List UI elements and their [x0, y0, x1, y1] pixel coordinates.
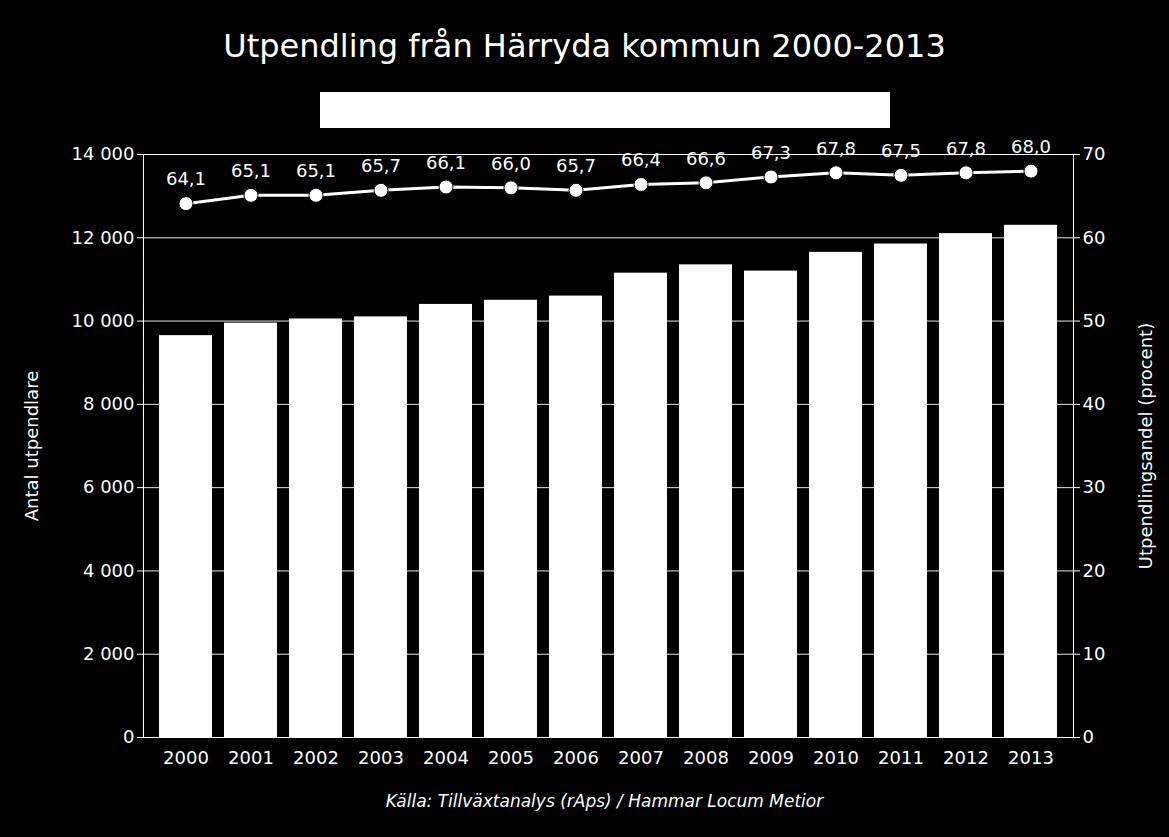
svg-text:2005: 2005 [488, 747, 534, 768]
svg-text:2 000: 2 000 [83, 643, 135, 664]
svg-text:66,0: 66,0 [491, 153, 531, 174]
svg-text:2006: 2006 [553, 747, 599, 768]
svg-text:65,7: 65,7 [361, 155, 401, 176]
svg-text:67,8: 67,8 [816, 138, 856, 159]
svg-text:2002: 2002 [293, 747, 339, 768]
svg-text:0: 0 [1083, 726, 1094, 747]
svg-text:12 000: 12 000 [72, 227, 135, 248]
svg-text:2009: 2009 [748, 747, 794, 768]
svg-text:20: 20 [1083, 560, 1106, 581]
svg-text:2007: 2007 [618, 747, 664, 768]
svg-text:2000: 2000 [163, 747, 209, 768]
svg-text:0: 0 [123, 726, 134, 747]
svg-text:40: 40 [1083, 393, 1106, 414]
svg-text:66,1: 66,1 [426, 151, 466, 173]
svg-text:65,7: 65,7 [556, 155, 596, 176]
svg-text:4 000: 4 000 [83, 560, 135, 581]
svg-text:2012: 2012 [943, 747, 989, 768]
svg-text:6 000: 6 000 [83, 476, 135, 497]
svg-text:14 000: 14 000 [72, 143, 135, 164]
svg-text:30: 30 [1083, 476, 1106, 497]
svg-text:Antal utpendlare: Antal utpendlare [21, 371, 42, 521]
svg-text:64,1: 64,1 [166, 168, 206, 189]
svg-text:60: 60 [1083, 227, 1106, 248]
svg-text:65,1: 65,1 [231, 160, 271, 181]
svg-text:67,8: 67,8 [946, 138, 986, 159]
svg-text:68,0: 68,0 [1011, 136, 1051, 157]
svg-text:67,5: 67,5 [881, 140, 921, 161]
svg-text:65,1: 65,1 [296, 160, 336, 181]
svg-text:67,3: 67,3 [751, 142, 791, 163]
svg-text:66,6: 66,6 [686, 148, 726, 169]
svg-text:2003: 2003 [358, 747, 404, 768]
html-text:Utpendling från Härryda kommun: Utpendling från Härryda kommun 2000-2013 [223, 27, 946, 65]
svg-text:8 000: 8 000 [83, 393, 135, 414]
html-text:Källa: Tillväxtanalys (rAps) /: Källa: Tillväxtanalys (rAps) / Hammar Lo… [385, 791, 824, 811]
svg-text:2001: 2001 [228, 747, 274, 768]
svg-text:2004: 2004 [423, 747, 469, 768]
svg-text:2008: 2008 [683, 747, 729, 768]
svg-text:2013: 2013 [1008, 747, 1054, 768]
svg-text:10: 10 [1083, 643, 1106, 664]
svg-text:2010: 2010 [813, 747, 859, 768]
svg-text:10 000: 10 000 [72, 310, 135, 331]
svg-text:50: 50 [1083, 310, 1106, 331]
svg-text:2011: 2011 [878, 747, 924, 768]
svg-text:70: 70 [1083, 143, 1106, 164]
svg-text:Utpendlingsandel (procent): Utpendlingsandel (procent) [1135, 323, 1156, 569]
svg-text:66,4: 66,4 [621, 149, 661, 170]
